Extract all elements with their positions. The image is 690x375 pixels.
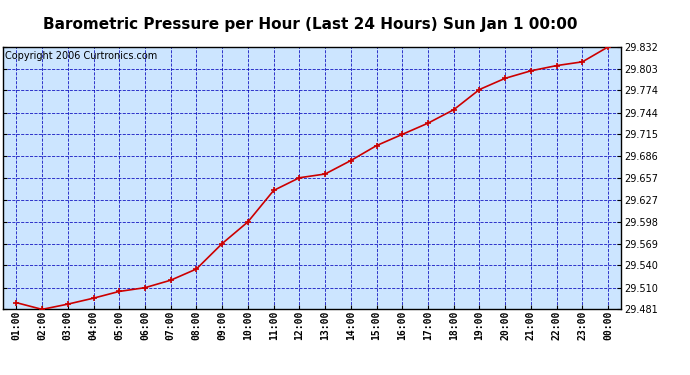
Text: Copyright 2006 Curtronics.com: Copyright 2006 Curtronics.com: [6, 51, 157, 61]
Text: Barometric Pressure per Hour (Last 24 Hours) Sun Jan 1 00:00: Barometric Pressure per Hour (Last 24 Ho…: [43, 17, 578, 32]
